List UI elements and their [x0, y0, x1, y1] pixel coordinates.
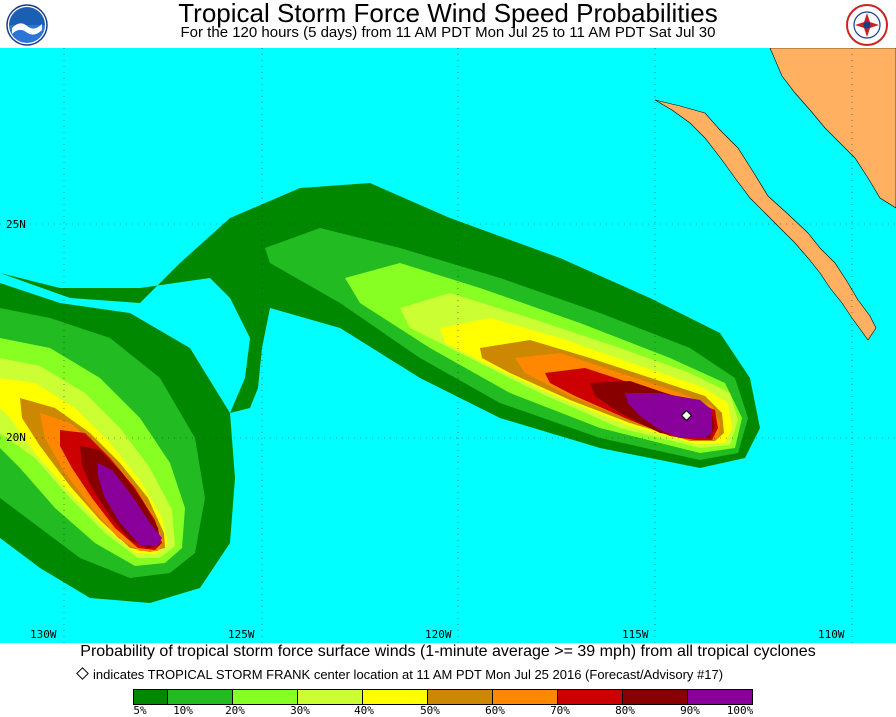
legend-label: 50% [420, 704, 440, 717]
lon-label-110w: 110W [818, 628, 845, 641]
lat-label-20n: 20N [6, 431, 26, 444]
storm-note-text: indicates TROPICAL STORM FRANK center lo… [93, 667, 724, 682]
legend-swatch [688, 690, 752, 704]
legend-labels: 5% 10% 20% 30% 40% 50% 60% 70% 80% 90% 100% [0, 704, 896, 717]
legend-swatch [623, 690, 688, 704]
footer: Probability of tropical storm force surf… [0, 643, 896, 717]
legend-swatch [233, 690, 298, 704]
page-subtitle: For the 120 hours (5 days) from 11 AM PD… [180, 24, 716, 41]
legend-label: 30% [290, 704, 310, 717]
mexico-mainland [769, 48, 896, 209]
lon-label-125w: 125W [228, 628, 255, 641]
legend-label: 40% [354, 704, 374, 717]
legend-swatch [298, 690, 363, 704]
diamond-icon [76, 667, 89, 680]
noaa-logo-icon [6, 4, 48, 46]
legend-label: 90% [680, 704, 700, 717]
map-description: Probability of tropical storm force surf… [80, 643, 816, 660]
color-legend [133, 689, 753, 705]
legend-swatch [428, 690, 493, 704]
east-probability-contours [0, 48, 760, 468]
storm-center-marker-icon [680, 409, 693, 422]
legend-swatch [134, 690, 168, 704]
legend-label: 60% [485, 704, 505, 717]
nws-logo-icon [846, 4, 888, 46]
baja-california-land [654, 99, 877, 341]
legend-label: 10% [173, 704, 193, 717]
page-title: Tropical Storm Force Wind Speed Probabil… [178, 0, 718, 28]
legend-swatch [168, 690, 233, 704]
lat-label-25n: 25N [6, 218, 26, 231]
legend-swatch [558, 690, 623, 704]
legend-swatch [493, 690, 558, 704]
lon-label-130w: 130W [30, 628, 57, 641]
legend-label: 20% [225, 704, 245, 717]
legend-swatch [363, 690, 428, 704]
probability-map [0, 48, 896, 643]
header: Tropical Storm Force Wind Speed Probabil… [0, 0, 896, 48]
lon-label-115w: 115W [622, 628, 649, 641]
lon-label-120w: 120W [425, 628, 452, 641]
west-probability-contours [0, 283, 235, 603]
legend-label: 70% [550, 704, 570, 717]
legend-label: 80% [615, 704, 635, 717]
legend-label: 100% [726, 704, 754, 717]
legend-label: 5% [133, 704, 147, 717]
storm-note: indicates TROPICAL STORM FRANK center lo… [76, 667, 724, 682]
